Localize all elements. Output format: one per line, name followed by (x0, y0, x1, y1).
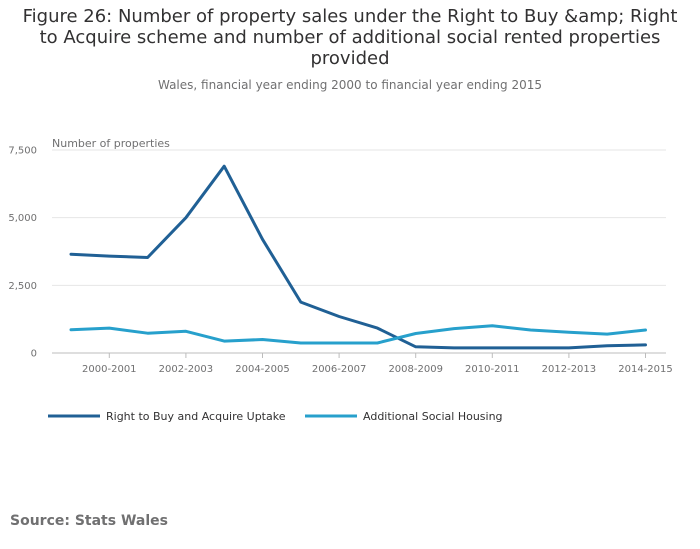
x-tick-label: 2014-2015 (618, 364, 673, 375)
x-tick-label: 2000-2001 (82, 364, 137, 375)
y-tick-label: 0 (31, 349, 37, 360)
source-note: Source: Stats Wales (10, 513, 168, 529)
y-axis-title: Number of properties (52, 137, 170, 150)
x-tick-label: 2004-2005 (235, 364, 290, 375)
chart-subtitle: Wales, financial year ending 2000 to fin… (157, 78, 543, 92)
legend-label: Right to Buy and Acquire Uptake (106, 410, 286, 423)
y-tick-label: 2,500 (8, 281, 37, 292)
x-tick-label: 2010-2011 (465, 364, 520, 375)
x-tick-label: 2008-2009 (388, 364, 443, 375)
chart-title: Figure 26: Number of property sales unde… (22, 6, 678, 69)
series-line-right-to-buy (69, 164, 647, 350)
x-tick-label: 2002-2003 (159, 364, 214, 375)
y-tick-label: 5,000 (8, 213, 37, 224)
x-tick-label: 2012-2013 (542, 364, 597, 375)
x-tick-label: 2006-2007 (312, 364, 367, 375)
series-line-additional-social-housing (69, 324, 647, 345)
legend-label: Additional Social Housing (363, 410, 503, 423)
y-tick-label: 7,500 (8, 146, 37, 157)
